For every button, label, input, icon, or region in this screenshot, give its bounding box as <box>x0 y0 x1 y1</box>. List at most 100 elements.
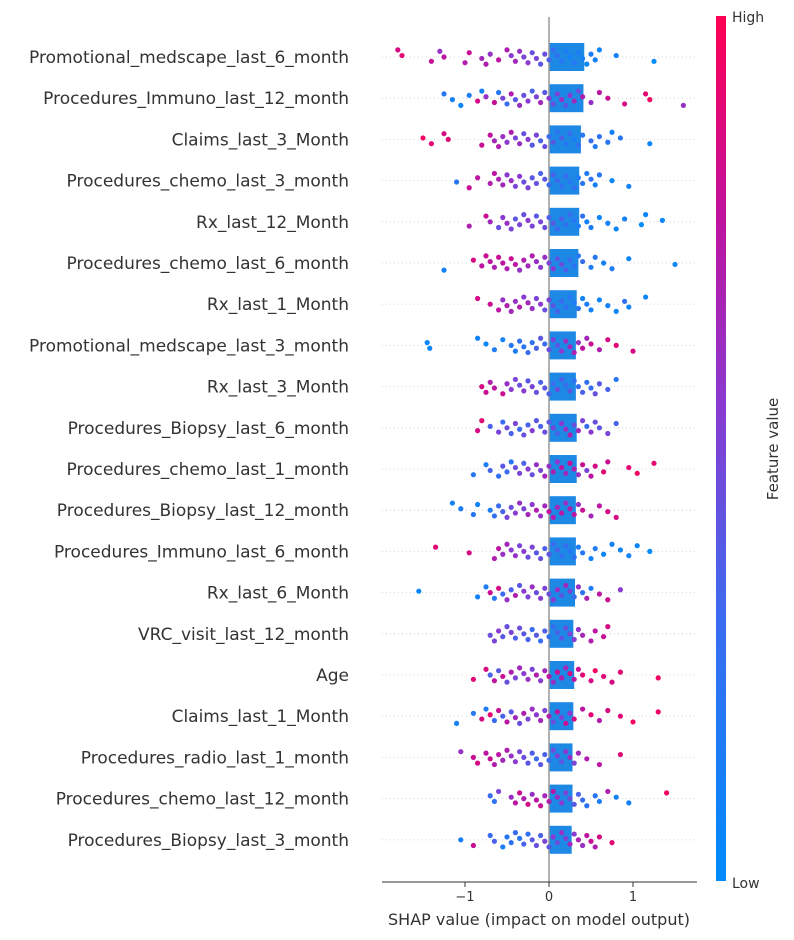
shap-point <box>538 467 544 474</box>
shap-point <box>588 555 594 562</box>
shap-point <box>529 472 535 478</box>
shap-point <box>512 675 519 681</box>
shap-point <box>550 220 556 226</box>
shap-point <box>533 550 540 556</box>
shap-point <box>542 224 548 231</box>
shap-point <box>496 585 502 591</box>
shap-point <box>487 793 493 799</box>
shap-point <box>550 597 556 603</box>
shap-point <box>554 547 561 553</box>
shap-point <box>475 428 481 434</box>
shap-point <box>550 172 556 178</box>
shap-point <box>449 500 455 506</box>
shap-point <box>512 420 519 427</box>
feature-label: Promotional_medscape_last_3_month <box>29 336 349 356</box>
shap-point <box>529 175 535 181</box>
shap-point <box>500 133 506 140</box>
shap-point <box>580 213 586 219</box>
shap-point <box>504 266 510 272</box>
shap-point <box>504 719 510 725</box>
shap-point <box>533 345 540 351</box>
shap-point <box>563 102 569 108</box>
shap-point <box>479 88 485 94</box>
feature-label: Rx_last_3_Month <box>207 378 349 398</box>
shap-point <box>517 141 523 147</box>
shap-point <box>609 679 615 685</box>
shap-point <box>588 138 594 144</box>
shap-point <box>508 386 514 393</box>
shap-point <box>525 98 531 104</box>
shap-point <box>525 466 531 472</box>
shap-point <box>617 669 624 675</box>
shap-point <box>588 712 594 718</box>
shap-point <box>504 139 510 145</box>
shap-point <box>596 347 603 353</box>
shap-point <box>508 256 514 262</box>
shap-point <box>559 800 565 806</box>
shap-point <box>575 384 582 390</box>
shap-point <box>630 348 636 354</box>
shap-point <box>504 425 510 431</box>
shap-point <box>575 750 582 756</box>
shap-point <box>491 347 497 353</box>
shap-point <box>567 710 573 716</box>
shap-point <box>496 224 502 231</box>
shap-point <box>550 679 556 685</box>
shap-point <box>487 51 493 57</box>
shap-point <box>613 794 619 800</box>
shap-point <box>567 548 573 555</box>
shap-point <box>521 841 527 847</box>
shap-point <box>563 625 569 631</box>
feature-label: Procedures_chemo_last_12_month <box>56 790 349 810</box>
feature-label: Claims_last_1_Month <box>172 707 349 727</box>
shap-point <box>647 141 653 147</box>
shap-point <box>643 212 649 218</box>
shap-point <box>496 176 502 182</box>
shap-point <box>533 295 540 302</box>
shap-point <box>584 301 590 307</box>
shap-point <box>479 716 485 722</box>
shap-point <box>487 132 493 138</box>
shap-point <box>655 709 661 715</box>
shap-point <box>496 143 502 150</box>
shap-point <box>479 384 485 390</box>
shap-point <box>441 91 447 97</box>
shap-point <box>500 214 506 221</box>
shap-point <box>554 587 561 593</box>
shap-point <box>559 348 565 354</box>
shap-point <box>487 507 493 513</box>
shap-point <box>529 50 535 56</box>
shap-point <box>575 88 582 94</box>
shap-point <box>643 91 649 97</box>
shap-point <box>634 470 640 476</box>
shap-point <box>542 429 548 435</box>
shap-point <box>580 418 586 424</box>
shap-point <box>592 844 598 850</box>
shap-point <box>580 706 586 712</box>
shap-point <box>521 432 527 438</box>
shap-point <box>420 135 426 141</box>
shap-point <box>613 514 619 520</box>
shap-point <box>533 389 540 395</box>
shap-point <box>466 223 472 229</box>
shap-point <box>575 626 582 633</box>
shap-point <box>525 349 531 356</box>
feature-label: Procedures_Immuno_last_12_month <box>43 89 349 109</box>
shap-point <box>517 749 523 755</box>
shap-point <box>571 263 577 269</box>
shap-point <box>504 514 510 520</box>
shap-point <box>563 749 569 755</box>
shap-point <box>504 834 510 840</box>
shap-point <box>504 381 510 387</box>
shap-point <box>538 678 544 684</box>
shap-point <box>550 469 556 475</box>
shap-point <box>571 136 577 142</box>
shap-point <box>605 139 611 145</box>
colorbar-title: Feature value <box>764 398 782 500</box>
shap-point <box>542 176 548 182</box>
shap-point <box>567 754 573 761</box>
shap-point <box>496 668 502 674</box>
shap-point <box>470 710 476 716</box>
shap-point <box>584 832 590 839</box>
shap-point <box>592 545 598 552</box>
